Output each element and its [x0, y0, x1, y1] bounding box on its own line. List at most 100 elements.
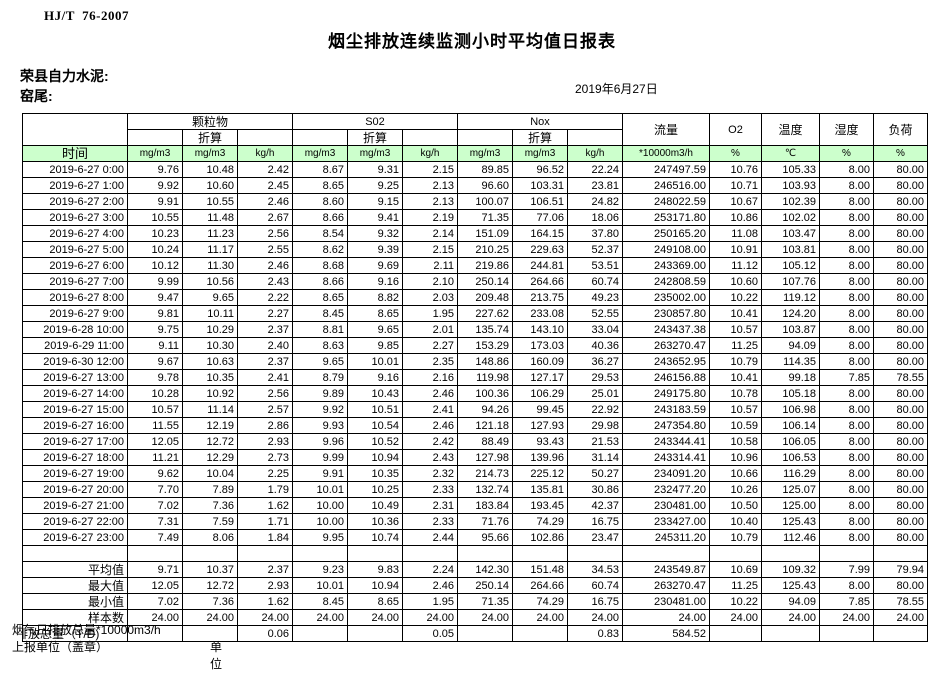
cell-flow: 246516.00 — [622, 177, 710, 194]
cell-load: 80.00 — [873, 305, 928, 322]
cell-so2-mgm3: 9.95 — [292, 529, 348, 546]
cell-time: 2019-6-27 21:00 — [22, 497, 128, 514]
cell-pm-mgm3: 9.78 — [127, 369, 183, 386]
header-group-temperature: 温度 — [761, 113, 820, 146]
header-nox-kgh-spacer — [567, 129, 623, 146]
cell-so2-converted: 10.49 — [347, 497, 403, 514]
footer: 烟气日排放总量*10000m3/h 上报单位（盖章） 单位 — [12, 622, 222, 671]
cell-summary-flow: 243549.87 — [622, 561, 710, 578]
header-group-load: 负荷 — [873, 113, 928, 146]
cell-blank — [709, 545, 762, 562]
cell-o2: 11.08 — [709, 225, 762, 242]
header-unit-o2: % — [709, 145, 762, 162]
cell-nox-mgm3: 183.84 — [457, 497, 513, 514]
cell-flow: 234091.20 — [622, 465, 710, 482]
cell-daily-total-so2-converted — [347, 625, 403, 642]
cell-humidity: 8.00 — [819, 289, 874, 306]
cell-summary-pm-mgm3: 9.71 — [127, 561, 183, 578]
cell-time: 2019-6-27 19:00 — [22, 465, 128, 482]
cell-temperature: 116.29 — [761, 465, 820, 482]
cell-nox-converted: 74.29 — [512, 513, 568, 530]
cell-temperature: 99.18 — [761, 369, 820, 386]
header-time: 时间 — [22, 145, 128, 162]
cell-pm-mgm3: 10.23 — [127, 225, 183, 242]
header-unit-load: % — [873, 145, 928, 162]
cell-pm-mgm3: 10.57 — [127, 401, 183, 418]
cell-daily-total-load — [873, 625, 928, 642]
cell-o2: 10.26 — [709, 481, 762, 498]
cell-pm-converted: 10.04 — [182, 465, 238, 482]
cell-so2-kgh: 1.95 — [402, 305, 458, 322]
cell-so2-converted: 9.31 — [347, 161, 403, 178]
cell-blank — [402, 545, 458, 562]
cell-blank — [457, 545, 513, 562]
cell-nox-converted: 229.63 — [512, 241, 568, 258]
cell-pm-mgm3: 11.21 — [127, 449, 183, 466]
cell-humidity: 8.00 — [819, 529, 874, 546]
emission-report-table: 颗粒物 S02 Nox 流量 O2 温度 湿度 负荷 折算 折算 折算 时间 m… — [22, 113, 928, 642]
cell-pm-converted: 12.29 — [182, 449, 238, 466]
table-unit-header-row: 时间 mg/m3 mg/m3 kg/h mg/m3 mg/m3 kg/h mg/… — [22, 145, 928, 162]
cell-nox-kgh: 23.47 — [567, 529, 623, 546]
cell-blank — [819, 545, 874, 562]
table-row: 2019-6-27 6:00 10.12 11.30 2.46 8.68 9.69 2.11… — [22, 257, 928, 274]
company-name: 荣县自力水泥: — [20, 68, 109, 84]
cell-pm-converted: 10.11 — [182, 305, 238, 322]
cell-temperature: 106.05 — [761, 433, 820, 450]
cell-load: 80.00 — [873, 257, 928, 274]
cell-load: 80.00 — [873, 433, 928, 450]
cell-summary-humidity: 24.00 — [819, 609, 874, 626]
header-so2-kgh-spacer — [402, 129, 458, 146]
cell-pm-converted: 10.30 — [182, 337, 238, 354]
cell-nox-kgh: 49.23 — [567, 289, 623, 306]
cell-temperature: 102.02 — [761, 209, 820, 226]
cell-load: 80.00 — [873, 209, 928, 226]
cell-nox-mgm3: 219.86 — [457, 257, 513, 274]
cell-blank — [347, 545, 403, 562]
cell-humidity: 8.00 — [819, 161, 874, 178]
cell-humidity: 8.00 — [819, 465, 874, 482]
table-row: 2019-6-28 10:00 9.75 10.29 2.37 8.81 9.65 2.01… — [22, 321, 928, 338]
cell-summary-so2-converted: 8.65 — [347, 593, 403, 610]
cell-temperature: 119.12 — [761, 289, 820, 306]
cell-so2-mgm3: 9.91 — [292, 465, 348, 482]
cell-so2-mgm3: 8.81 — [292, 321, 348, 338]
cell-summary-label: 平均值 — [22, 561, 128, 578]
cell-pm-converted: 11.14 — [182, 401, 238, 418]
cell-time: 2019-6-27 1:00 — [22, 177, 128, 194]
cell-flow: 246156.88 — [622, 369, 710, 386]
cell-humidity: 8.00 — [819, 193, 874, 210]
cell-o2: 11.25 — [709, 337, 762, 354]
cell-nox-converted: 139.96 — [512, 449, 568, 466]
table-row: 2019-6-27 3:00 10.55 11.48 2.67 8.66 9.41 2.19… — [22, 209, 928, 226]
cell-so2-converted: 10.94 — [347, 449, 403, 466]
cell-pm-mgm3: 9.67 — [127, 353, 183, 370]
daily-total-label-text: 日排放总量（T/D) — [24, 626, 100, 641]
cell-temperature: 125.07 — [761, 481, 820, 498]
cell-pm-mgm3: 7.02 — [127, 497, 183, 514]
cell-summary-temperature: 125.43 — [761, 577, 820, 594]
cell-nox-converted: 93.43 — [512, 433, 568, 450]
cell-so2-kgh: 2.46 — [402, 385, 458, 402]
cell-nox-mgm3: 71.76 — [457, 513, 513, 530]
cell-so2-converted: 10.54 — [347, 417, 403, 434]
cell-temperature: 103.47 — [761, 225, 820, 242]
cell-o2: 10.67 — [709, 193, 762, 210]
cell-flow: 235002.00 — [622, 289, 710, 306]
cell-time: 2019-6-27 2:00 — [22, 193, 128, 210]
cell-blank — [292, 545, 348, 562]
cell-blank — [622, 545, 710, 562]
cell-summary-pm-mgm3: 12.05 — [127, 577, 183, 594]
cell-daily-total-pm-kgh: 0.06 — [237, 625, 293, 642]
cell-pm-mgm3: 9.92 — [127, 177, 183, 194]
cell-so2-converted: 10.35 — [347, 465, 403, 482]
table-row: 2019-6-27 20:00 7.70 7.89 1.79 10.01 10.25 2.3… — [22, 481, 928, 498]
cell-so2-kgh: 2.43 — [402, 449, 458, 466]
cell-time: 2019-6-27 17:00 — [22, 433, 128, 450]
cell-temperature: 103.87 — [761, 321, 820, 338]
cell-summary-so2-mgm3: 8.45 — [292, 593, 348, 610]
header-nox-raw-spacer — [457, 129, 513, 146]
cell-summary-pm-kgh: 1.62 — [237, 593, 293, 610]
cell-summary-nox-mgm3: 142.30 — [457, 561, 513, 578]
cell-blank — [182, 545, 238, 562]
